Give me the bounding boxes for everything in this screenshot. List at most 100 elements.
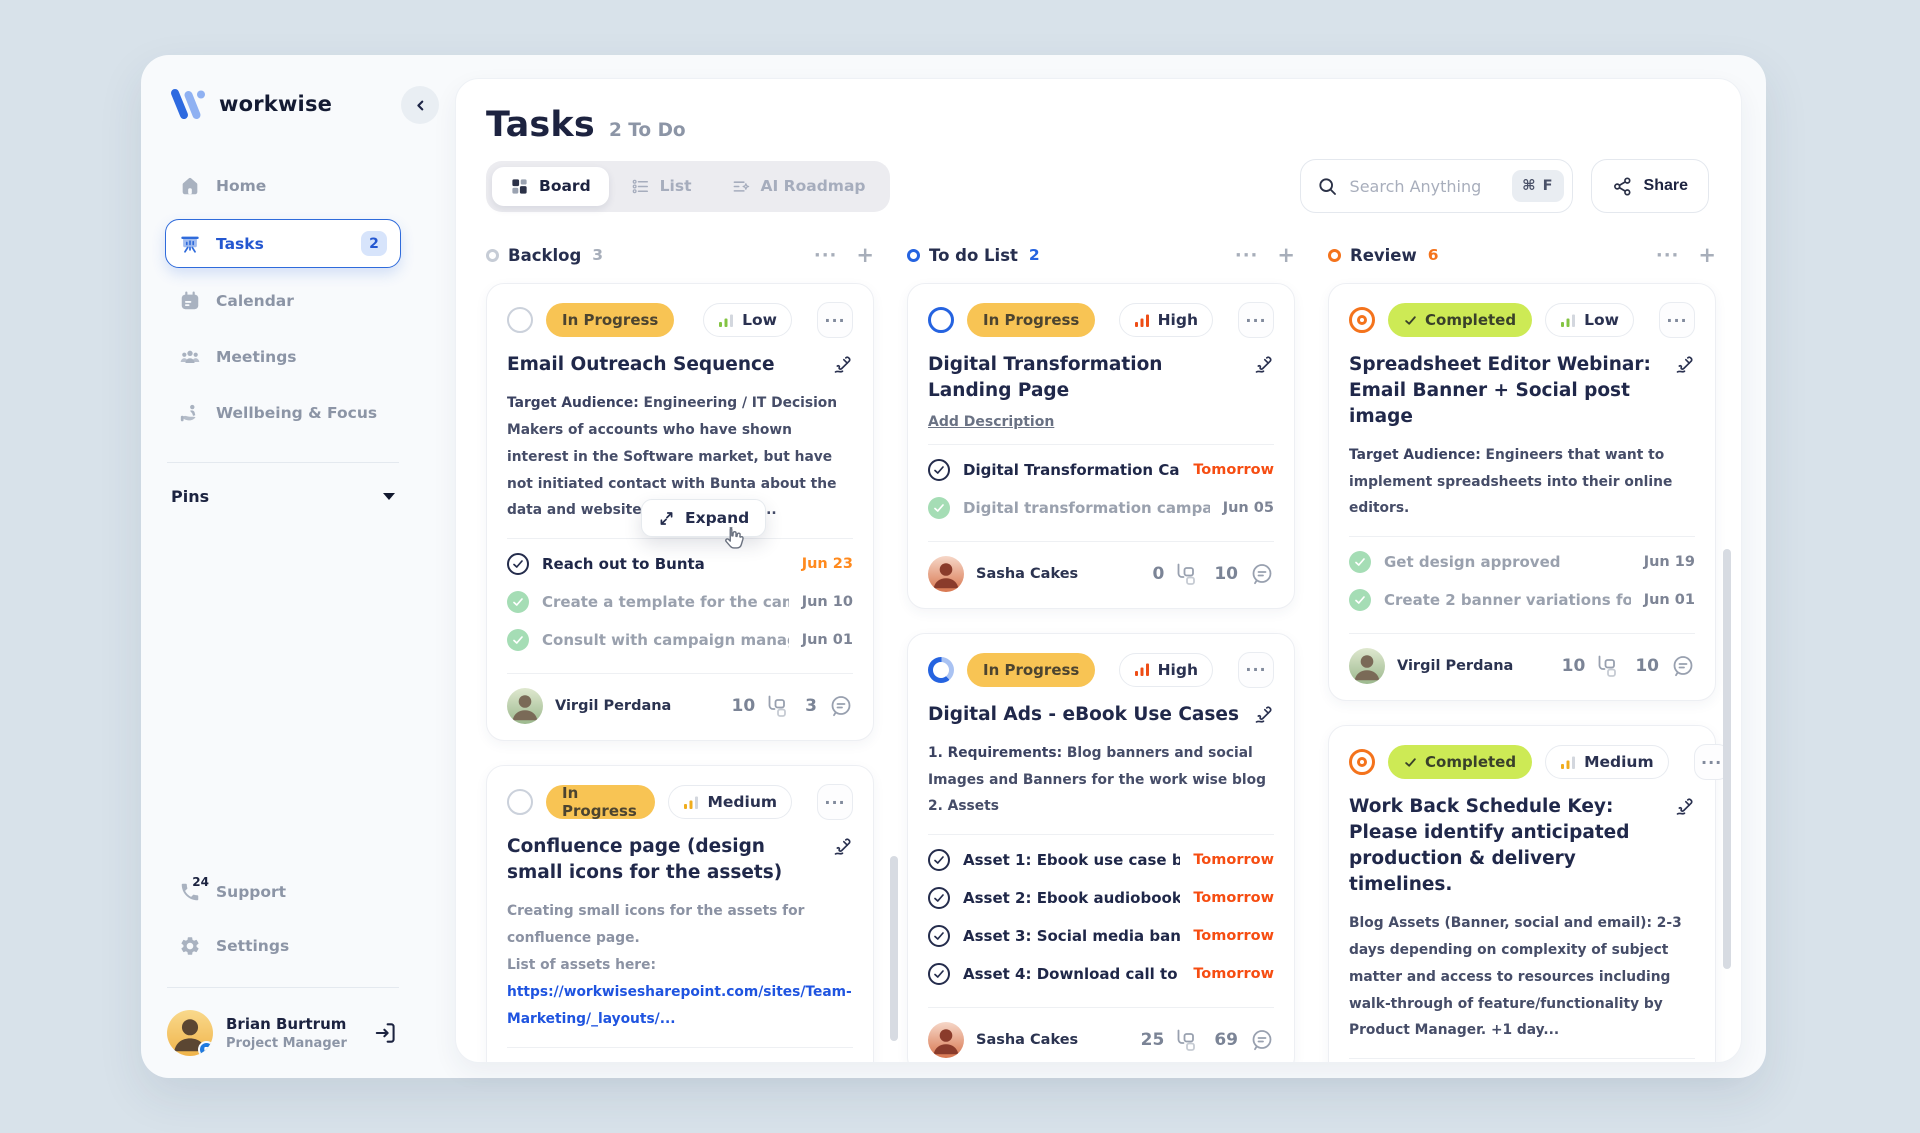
avatar[interactable]	[928, 555, 964, 592]
edit-icon[interactable]	[1253, 354, 1274, 375]
tab-list[interactable]: List	[613, 167, 710, 206]
subtask-row[interactable]: Asset 2: Ebook audiobook banner Tomorrow	[928, 879, 1274, 917]
subtask-checkbox[interactable]	[928, 925, 950, 948]
subtask-row[interactable]: Create 2 banner variations for review Ju…	[1349, 581, 1695, 619]
app-logo[interactable]: workwise	[167, 87, 401, 121]
edit-icon[interactable]	[1253, 704, 1274, 725]
subtask-row[interactable]: Asset 3: Social media banner for ebook T…	[928, 917, 1274, 955]
sidebar-item-calendar[interactable]: Calendar	[165, 278, 401, 324]
comments-icon[interactable]	[829, 694, 853, 718]
column-menu-icon[interactable]: ···	[1655, 244, 1680, 266]
task-title: Digital Ads - eBook Use Cases	[928, 703, 1239, 725]
task-card[interactable]: Completed Medium ··· Work Back Schedule …	[1328, 725, 1730, 1062]
subtask-row[interactable]: Come up with design language for icons J…	[507, 1054, 853, 1062]
tab-ai-roadmap[interactable]: AI Roadmap	[714, 167, 884, 206]
search-box[interactable]: ⌘ F	[1299, 159, 1573, 213]
subtask-checkbox[interactable]	[928, 849, 950, 872]
pins-section-toggle[interactable]: Pins	[171, 487, 395, 506]
subtask-row[interactable]: Reach out to Bunta Jun 23	[507, 545, 853, 583]
column-menu-icon[interactable]: ···	[1234, 244, 1259, 266]
task-card[interactable]: Completed Low ··· Spreadsheet Editor Web…	[1328, 283, 1716, 702]
subtask-checkbox[interactable]	[928, 963, 950, 986]
column-count: 6	[1427, 246, 1439, 264]
edit-icon[interactable]	[832, 836, 853, 857]
task-progress-circle[interactable]	[928, 656, 954, 683]
subtask-checkbox[interactable]	[507, 629, 529, 652]
column-review: Completed Low ··· Spreadsheet Editor Web…	[1328, 283, 1730, 1062]
task-card[interactable]: In Progress High ··· Digital Ads - eBook…	[907, 632, 1295, 1062]
subtask-row[interactable]: Create a template for the campaign Jun 1…	[507, 583, 853, 621]
subtask-row[interactable]: Consult with campaign manager and get no…	[507, 621, 853, 659]
sidebar-collapse-button[interactable]	[401, 86, 439, 124]
column-name: To do List	[929, 245, 1018, 265]
comments-icon[interactable]	[1250, 562, 1274, 586]
task-complete-circle[interactable]	[928, 307, 954, 333]
task-review-circle[interactable]	[1349, 749, 1375, 776]
comments-icon[interactable]	[1250, 1028, 1274, 1052]
sidebar-item-support[interactable]: 24 Support	[165, 869, 401, 915]
task-description: Creating small icons for the assets for …	[507, 903, 852, 1027]
sidebar-item-home[interactable]: Home	[165, 163, 401, 209]
avatar[interactable]	[507, 688, 543, 725]
share-button[interactable]: Share	[1590, 159, 1709, 213]
column-add-icon[interactable]: +	[1698, 243, 1716, 267]
status-badge: In Progress	[967, 303, 1096, 337]
sidebar-item-meetings[interactable]: Meetings	[165, 334, 401, 380]
user-profile[interactable]: Brian Burtrum Project Manager	[165, 1010, 401, 1056]
avatar[interactable]	[928, 1022, 964, 1059]
tab-board[interactable]: Board	[492, 166, 609, 206]
subtask-row[interactable]: Digital Transformation Campaign Landi...…	[928, 451, 1274, 489]
subtask-row[interactable]: Digital transformation campaign landing …	[928, 489, 1274, 527]
comments-icon[interactable]	[1671, 654, 1695, 678]
card-menu-button[interactable]: ···	[817, 302, 853, 338]
card-menu-button[interactable]: ···	[1238, 302, 1274, 338]
priority-label: High	[1157, 311, 1198, 329]
sidebar-item-settings[interactable]: Settings	[165, 923, 401, 969]
task-review-circle[interactable]	[1349, 307, 1375, 333]
sidebar: workwise Home Tasks 2 Calendar Meetings	[141, 55, 439, 1078]
subtask-checkbox[interactable]	[507, 1061, 529, 1062]
subtask-checkbox[interactable]	[507, 553, 529, 576]
subtask-checkbox[interactable]	[507, 591, 529, 614]
subtask-row[interactable]: Get design approved Jun 19	[1349, 543, 1695, 581]
subtask-checkbox[interactable]	[928, 496, 950, 519]
column-add-icon[interactable]: +	[856, 243, 874, 267]
subtask-due-date: Jun 19	[1643, 554, 1695, 571]
task-card[interactable]: In Progress Medium ··· Confluence page (…	[486, 765, 874, 1062]
description-link[interactable]: https://workwisesharepoint.com/sites/Tea…	[507, 983, 852, 1027]
chevron-down-icon	[383, 493, 395, 500]
edit-icon[interactable]	[1674, 796, 1695, 817]
task-card[interactable]: In Progress Low ··· Email Outreach Seque…	[486, 283, 874, 742]
user-role: Project Manager	[226, 1036, 347, 1051]
subtask-checkbox[interactable]	[1349, 551, 1371, 574]
sidebar-item-tasks[interactable]: Tasks 2	[165, 219, 401, 268]
column-menu-icon[interactable]: ···	[813, 244, 838, 266]
column-backlog: In Progress Low ··· Email Outreach Seque…	[486, 283, 874, 1062]
subtask-checkbox[interactable]	[928, 887, 950, 910]
avatar[interactable]	[1349, 648, 1385, 685]
subtask-checkbox[interactable]	[1349, 589, 1371, 612]
sidebar-item-wellbeing[interactable]: Wellbeing & Focus	[165, 390, 401, 436]
calendar-icon	[179, 290, 201, 312]
edit-icon[interactable]	[832, 354, 853, 375]
review-scrollbar[interactable]	[1723, 549, 1731, 969]
expand-tooltip[interactable]: Expand	[641, 499, 767, 537]
card-menu-button[interactable]: ···	[817, 784, 853, 821]
task-complete-circle[interactable]	[507, 307, 533, 333]
subtask-checkbox[interactable]	[928, 458, 950, 481]
column-add-icon[interactable]: +	[1277, 243, 1295, 267]
subtask-label: Get design approved	[1384, 553, 1561, 572]
card-menu-button[interactable]: ···	[1659, 302, 1695, 338]
board: In Progress Low ··· Email Outreach Seque…	[486, 283, 1741, 1062]
add-description-link[interactable]: Add Description	[928, 413, 1055, 430]
logout-icon[interactable]	[373, 1020, 399, 1046]
card-menu-button[interactable]: ···	[1238, 651, 1274, 688]
search-input[interactable]	[1349, 176, 1501, 196]
brand-name: workwise	[219, 92, 333, 116]
task-card[interactable]: In Progress High ··· Digital Transformat…	[907, 283, 1295, 609]
subtask-row[interactable]: Asset 4: Download call to action facebo.…	[928, 955, 1274, 993]
task-complete-circle[interactable]	[507, 789, 533, 816]
edit-icon[interactable]	[1674, 354, 1695, 375]
backlog-scrollbar[interactable]	[890, 856, 898, 1041]
subtask-row[interactable]: Asset 1: Ebook use case banner Tomorrow	[928, 841, 1274, 879]
